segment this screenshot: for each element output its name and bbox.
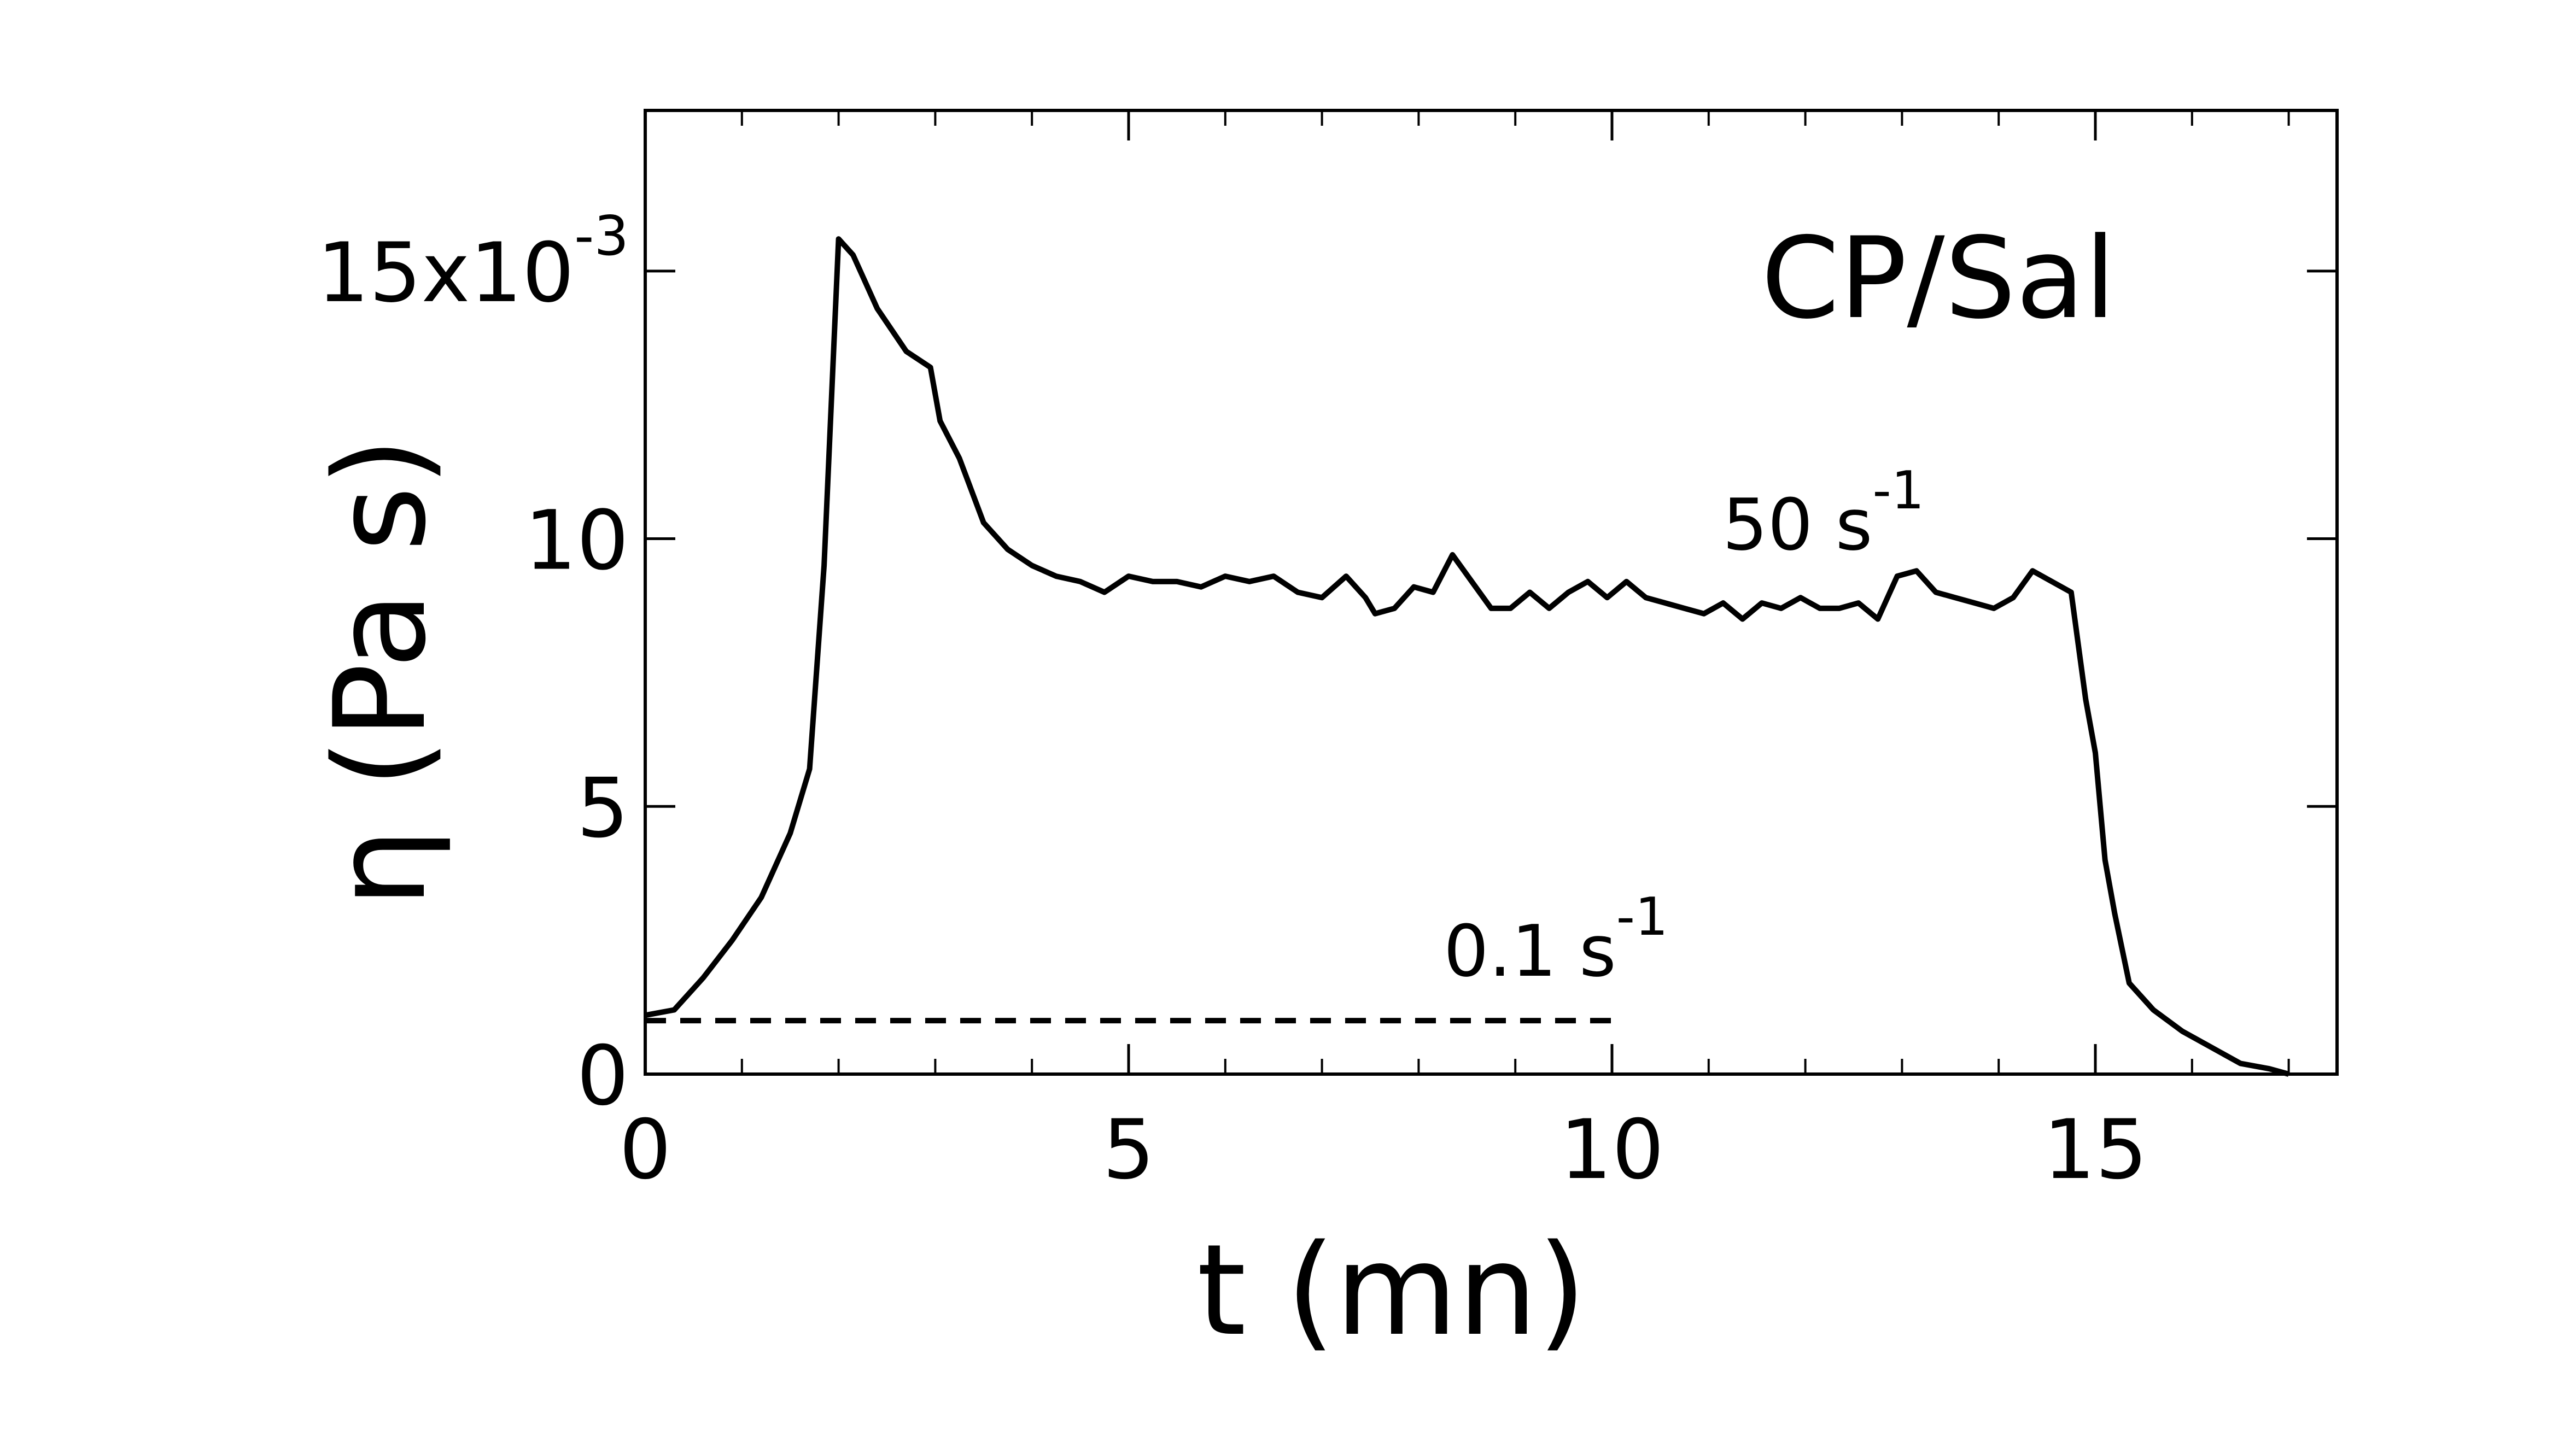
axis-ticks [644,110,2337,1076]
series-label-01: 0.1 s-1 [1444,887,1668,993]
series-label-01-exponent: -1 [1616,887,1668,947]
y-tick-exponent: -3 [574,204,629,268]
y-tick-label: 0 [577,1029,629,1124]
panel-label: CP/Sal [1761,214,2116,344]
y-tick-label: 10 [524,494,629,589]
x-tick-label: 5 [1102,1103,1154,1198]
x-tick-label: 15 [2043,1103,2148,1198]
series-label-50-exponent: -1 [1872,461,1924,521]
plot-frame [644,109,2339,1076]
x-tick-label: 10 [1560,1103,1664,1198]
series-label-50-text: 50 s [1722,483,1872,566]
series-label-50: 50 s-1 [1722,461,1924,566]
x-tick-label: 0 [619,1103,671,1198]
y-axis-label: η (Pa s) [308,437,454,908]
x-axis-label: t (mn) [1197,1218,1587,1364]
series-line-0 [645,236,2289,1077]
series-label-01-text: 0.1 s [1444,910,1616,993]
series-layer [645,236,2289,1077]
y-tick-label: 5 [577,761,629,856]
